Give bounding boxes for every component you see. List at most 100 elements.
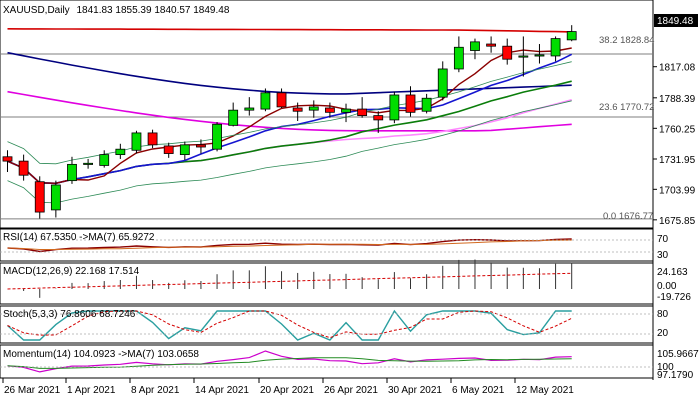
candle xyxy=(34,176,45,219)
momentum-title: Momentum(14) 104.0923 ->MA(7) 103.0658 xyxy=(3,349,199,360)
momentum-tick-top: 105.9667 xyxy=(657,349,699,360)
ma-long-navy xyxy=(7,51,572,95)
price-badge-text: 1849.48 xyxy=(657,16,694,27)
bull-candle-body xyxy=(99,154,110,166)
bear-candle-body xyxy=(292,107,303,112)
macd-signal-line xyxy=(7,272,572,290)
candle xyxy=(163,142,174,158)
bull-candle-body xyxy=(566,31,577,41)
time-tick-label: 14 Apr 2021 xyxy=(195,385,249,396)
candle xyxy=(50,180,61,218)
time-tick-label: 26 Mar 2021 xyxy=(4,385,61,396)
ma-fast-darkred xyxy=(7,47,572,185)
bear-candle-body xyxy=(163,145,174,154)
price-tick-label: 1731.95 xyxy=(659,155,696,166)
candle xyxy=(357,97,368,118)
bull-candle-body xyxy=(67,163,77,182)
candle xyxy=(308,100,319,118)
ma-long-magenta xyxy=(7,90,572,132)
bear-candle-body xyxy=(486,43,497,47)
time-tick-label: 26 Apr 2021 xyxy=(324,385,378,396)
fib-label-0: 0.0 1676.77 xyxy=(603,211,653,222)
bear-candle-body xyxy=(276,92,287,108)
bull-candle-body xyxy=(341,108,351,113)
candle xyxy=(437,61,448,101)
candle xyxy=(518,36,529,77)
candle xyxy=(453,36,464,73)
bear-candle-body xyxy=(34,181,45,213)
candle xyxy=(18,154,29,181)
time-tick-label: 1 Apr 2021 xyxy=(67,385,116,396)
momentum-panel xyxy=(0,344,654,379)
time-tick-label: 12 May 2021 xyxy=(516,385,574,396)
candle xyxy=(421,93,432,114)
stoch-title: Stoch(5,3,3) 76.8606 68.7246 xyxy=(3,309,136,320)
time-tick-label: 30 Apr 2021 xyxy=(388,385,442,396)
bull-candle-body xyxy=(308,106,319,111)
rsi-title: RSI(14) 67.5350 ->MA(7) 65.9272 xyxy=(3,232,155,243)
candle xyxy=(212,122,222,152)
ma-long-red xyxy=(7,28,572,33)
stoch-d-line xyxy=(7,310,572,339)
bear-candle-body xyxy=(373,115,384,121)
bull-candle-body xyxy=(260,92,271,110)
macd-tick-zero: 0.00 xyxy=(657,281,677,292)
bull-candle-body xyxy=(437,68,448,98)
fib-label-382: 38.2 1828.84 xyxy=(599,35,654,46)
macd-title: MACD(12,26,9) 22.168 17.514 xyxy=(3,266,140,277)
indicator-lines xyxy=(0,238,653,373)
symbol-label: XAUUSD,Daily xyxy=(3,5,70,16)
bear-candle-body xyxy=(357,108,368,116)
candle xyxy=(534,44,545,64)
bull-candle-body xyxy=(518,55,529,58)
candle xyxy=(67,156,77,184)
time-axis: 26 Mar 2021 1 Apr 2021 8 Apr 2021 14 Apr 20… xyxy=(2,378,574,396)
candle xyxy=(115,143,126,159)
bull-candle-body xyxy=(453,46,464,70)
price-badge xyxy=(654,14,698,27)
candle xyxy=(147,129,158,149)
candle xyxy=(228,102,239,127)
price-tick-label: 1760.25 xyxy=(659,124,696,135)
ohlc-header: XAUUSD,Daily 1841.83 1855.39 1840.57 184… xyxy=(3,5,230,16)
candle xyxy=(389,91,400,124)
candle xyxy=(550,36,561,62)
bull-candle-body xyxy=(389,94,400,121)
stoch-tick-80: 80 xyxy=(657,309,669,320)
momentum-line xyxy=(7,350,572,373)
bear-candle-body xyxy=(18,160,29,176)
candle xyxy=(566,25,577,42)
bear-candle-body xyxy=(147,132,158,146)
bull-candle-body xyxy=(83,162,93,165)
candle xyxy=(244,97,255,116)
bull-candle-body xyxy=(534,54,545,57)
moving-averages xyxy=(7,28,573,204)
bull-candle-body xyxy=(131,132,142,151)
ohlc-values: 1841.83 1855.39 1840.57 1849.48 xyxy=(76,5,229,16)
price-tick-label: 1788.39 xyxy=(659,94,696,105)
macd-tick-bottom: -19.726 xyxy=(657,292,691,303)
candle xyxy=(486,36,497,53)
bull-candle-body xyxy=(421,97,432,112)
candle xyxy=(260,88,271,112)
bull-candle-body xyxy=(179,144,190,156)
price-tick-label: 1817.08 xyxy=(659,63,696,74)
bull-candle-body xyxy=(228,109,239,126)
rsi-tick-30: 30 xyxy=(657,250,669,261)
main-panel xyxy=(0,0,654,229)
candle xyxy=(131,130,142,154)
bull-candle-body xyxy=(550,38,561,57)
bull-candle-body xyxy=(115,148,126,156)
time-tick-label: 20 Apr 2021 xyxy=(260,385,314,396)
fib-label-236: 23.6 1770.72 xyxy=(599,102,654,113)
bear-candle-body xyxy=(196,144,206,148)
momentum-tick-mid: 100 xyxy=(657,362,674,373)
bull-candle-body xyxy=(470,41,480,51)
candle xyxy=(324,102,335,118)
candles xyxy=(2,25,577,219)
price-axis: 1675.85 1703.99 1731.95 1760.25 1788.39 1817.… xyxy=(653,63,696,227)
candle xyxy=(276,88,287,108)
price-tick-label: 1703.99 xyxy=(659,185,696,196)
candle xyxy=(83,158,93,169)
